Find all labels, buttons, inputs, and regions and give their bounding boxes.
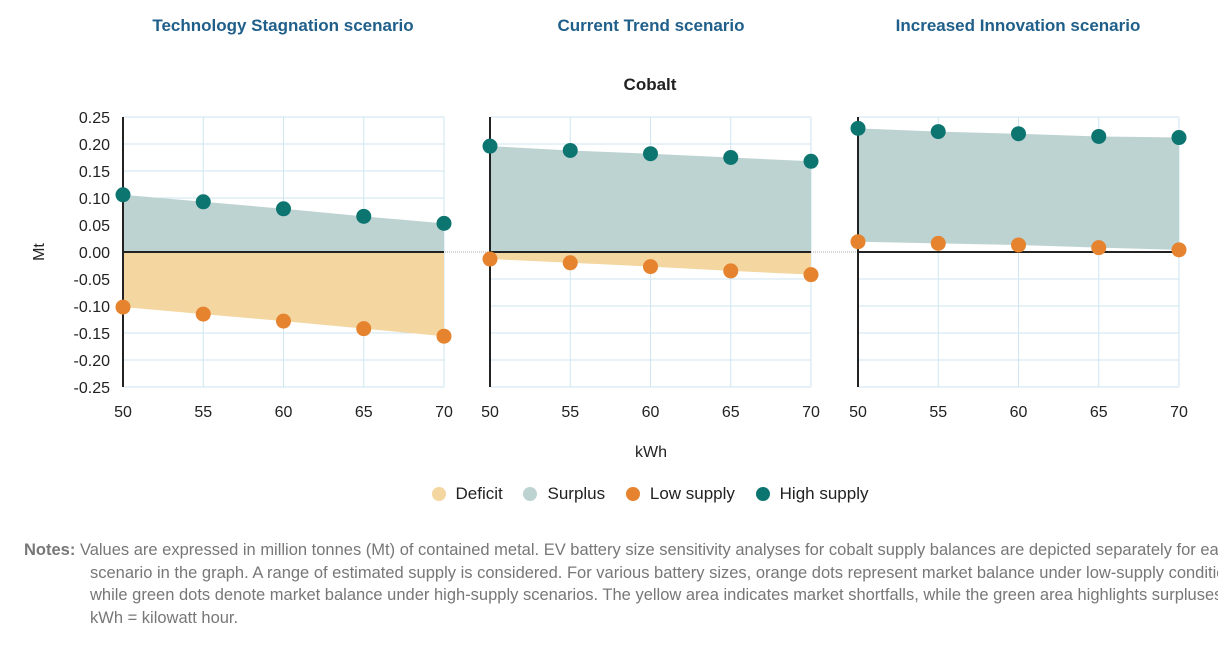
high-supply-point	[1011, 126, 1026, 142]
legend-high-supply: High supply	[755, 484, 869, 504]
high-supply-point	[562, 142, 578, 158]
low-supply-point	[1091, 240, 1107, 256]
x-tick-label: 55	[194, 404, 212, 421]
x-tick-label: 65	[722, 404, 740, 421]
x-tick-label: 55	[929, 404, 947, 421]
low-supply-point	[850, 234, 866, 250]
x-tick-label: 55	[561, 404, 579, 421]
x-tick-label: 50	[481, 404, 499, 421]
legend: Deficit Surplus Low supply High supply	[0, 484, 1218, 506]
y-tick-label: 0.25	[79, 110, 110, 127]
surplus-area	[858, 128, 1179, 250]
y-tick-label: -0.20	[74, 353, 111, 370]
low-supply-point	[1171, 242, 1187, 258]
x-tick-label: 70	[802, 404, 820, 421]
notes: Notes: Values are expressed in million t…	[24, 539, 1218, 629]
high-supply-point	[436, 215, 452, 231]
legend-surplus: Surplus	[523, 484, 605, 504]
legend-deficit: Deficit	[431, 484, 503, 504]
y-tick-label: -0.10	[74, 299, 111, 316]
high-supply-point	[115, 187, 131, 203]
low-supply-point	[436, 328, 452, 344]
y-tick-label: 0.00	[79, 245, 110, 262]
x-tick-label: 60	[642, 404, 660, 421]
low-supply-point	[115, 299, 131, 315]
x-tick-label: 65	[355, 404, 373, 421]
x-tick-label: 60	[1010, 404, 1028, 421]
x-tick-label: 50	[849, 404, 867, 421]
y-tick-label: 0.15	[79, 164, 110, 181]
chart-plot: 0.25 0.20 0.15 0.10 0.05 0.00 -0.05 -0.10 -0.15 -…	[31, 110, 1188, 461]
legend-label: Deficit	[455, 484, 503, 503]
y-tick-label: -0.25	[74, 380, 111, 397]
y-tick-label: 0.10	[79, 191, 110, 208]
chart-title: Cobalt	[623, 75, 677, 94]
y-tick-label: -0.05	[74, 272, 111, 289]
low-supply-point	[482, 251, 498, 267]
high-supply-point	[643, 146, 658, 162]
surplus-area	[490, 146, 811, 252]
high-supply-point	[356, 208, 372, 224]
high-supply-point	[482, 138, 498, 154]
notes-label: Notes:	[24, 541, 76, 559]
low-supply-point	[276, 313, 291, 329]
deficit-area	[123, 252, 444, 337]
x-tick-label: 70	[435, 404, 453, 421]
legend-swatch	[523, 487, 538, 501]
legend-swatch	[625, 487, 640, 501]
notes-text: Values are expressed in million tonnes (…	[79, 541, 1218, 627]
x-tick-label: 50	[114, 404, 132, 421]
high-supply-point	[930, 124, 946, 140]
high-supply-point	[276, 201, 291, 217]
high-supply-point	[803, 153, 819, 169]
low-supply-point	[803, 267, 819, 283]
x-tick-label: 65	[1090, 404, 1108, 421]
x-tick-label: 60	[275, 404, 293, 421]
low-supply-point	[723, 263, 739, 279]
y-tick-label: 0.20	[79, 137, 110, 154]
low-supply-point	[1011, 237, 1026, 253]
low-supply-point	[930, 235, 946, 251]
x-axis-label: kWh	[635, 444, 667, 461]
panel-title-innovation: Increased Innovation scenario	[895, 16, 1141, 35]
y-tick-label: 0.05	[79, 218, 110, 235]
legend-low-supply: Low supply	[625, 484, 735, 504]
low-supply-point	[356, 321, 372, 337]
high-supply-point	[1171, 130, 1187, 146]
legend-swatch	[431, 487, 446, 501]
high-supply-point	[195, 194, 211, 210]
legend-label: Surplus	[547, 484, 606, 503]
panel-title-current: Current Trend scenario	[557, 16, 745, 35]
low-supply-point	[195, 306, 211, 322]
legend-label: High supply	[779, 484, 869, 503]
high-supply-point	[723, 150, 739, 165]
low-supply-point	[643, 259, 658, 275]
low-supply-point	[562, 255, 578, 271]
legend-label: Low supply	[649, 484, 735, 503]
legend-swatch	[755, 487, 770, 501]
x-tick-label: 70	[1170, 404, 1188, 421]
y-axis-label: Mt	[31, 243, 48, 261]
high-supply-point	[850, 120, 866, 136]
panel-title-stagnation: Technology Stagnation scenario	[152, 16, 414, 35]
y-tick-label: -0.15	[74, 326, 111, 343]
high-supply-point	[1091, 128, 1107, 144]
